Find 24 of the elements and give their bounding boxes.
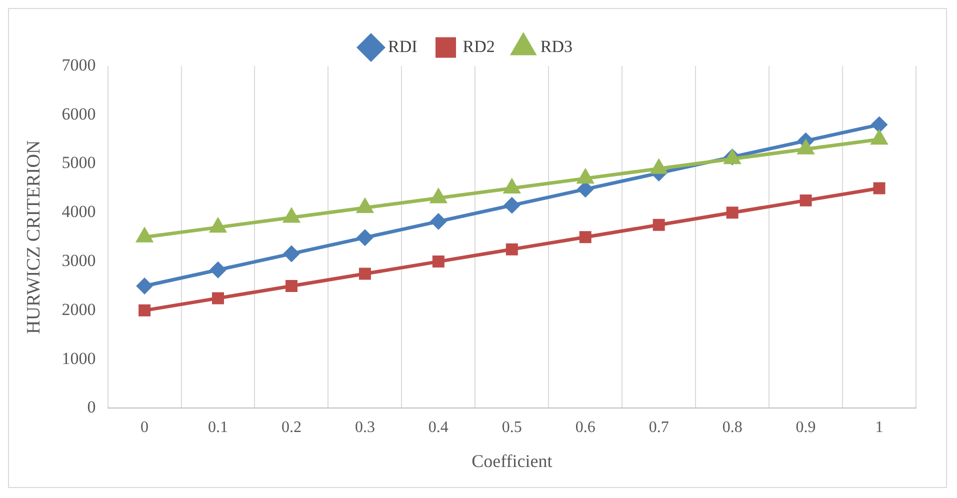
x-tick-label: 0.1	[208, 419, 228, 436]
x-tick-label: 0.3	[354, 419, 375, 436]
y-axis-title: HURWICZ CRITERION	[23, 140, 44, 334]
legend-label: RD3	[540, 36, 573, 56]
y-tick-label: 4000	[62, 202, 96, 222]
x-tick-label: 0.2	[281, 419, 302, 436]
y-tick-label: 3000	[62, 251, 96, 270]
x-tick-label: 0	[140, 419, 149, 436]
y-tick-label: 7000	[62, 55, 96, 74]
legend-label: RDI	[388, 36, 418, 56]
x-tick-label: 0.9	[796, 419, 816, 436]
y-tick-label: 5000	[62, 153, 96, 172]
x-tick-label: 1	[875, 419, 884, 436]
y-tick-label: 2000	[62, 300, 96, 319]
x-tick-label: 0.5	[502, 419, 522, 436]
y-tick-label: 1000	[62, 348, 96, 368]
x-tick-label: 0.8	[722, 419, 742, 436]
x-tick-label: 0.6	[575, 419, 596, 436]
x-axis-title: Coefficient	[472, 450, 552, 471]
y-tick-label: 0	[87, 398, 96, 417]
x-tick-label: 0.7	[648, 419, 669, 436]
y-tick-label: 6000	[62, 104, 96, 124]
x-tick-label: 0.4	[428, 419, 448, 436]
legend-label: RD2	[462, 36, 495, 56]
